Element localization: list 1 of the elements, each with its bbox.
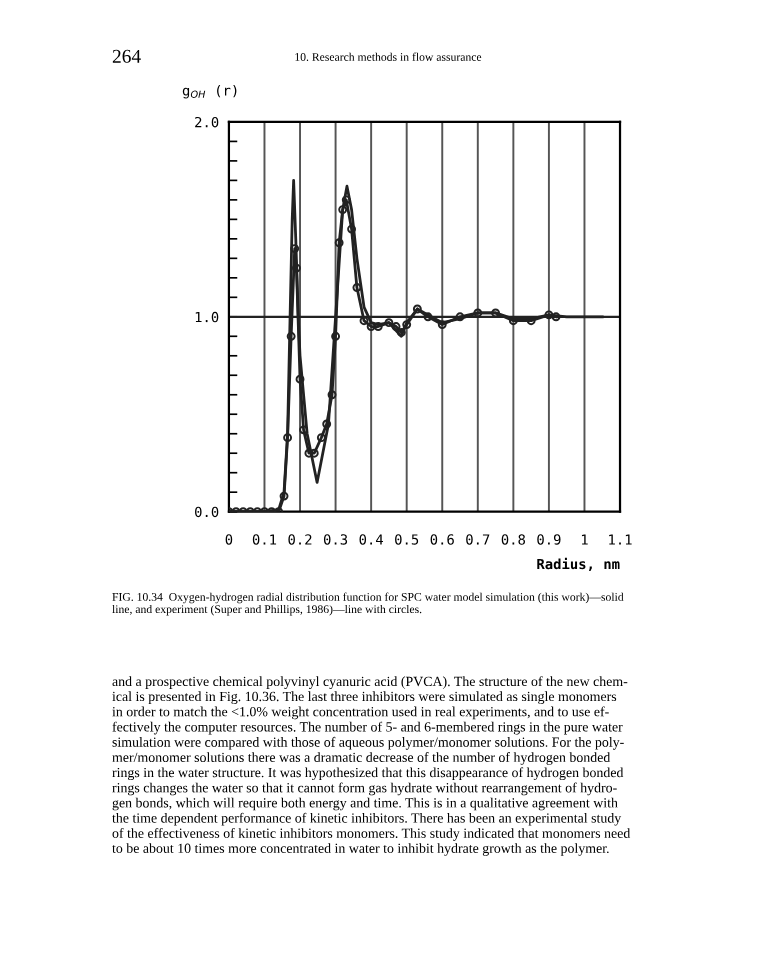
text: 264 (112, 49, 141, 63)
